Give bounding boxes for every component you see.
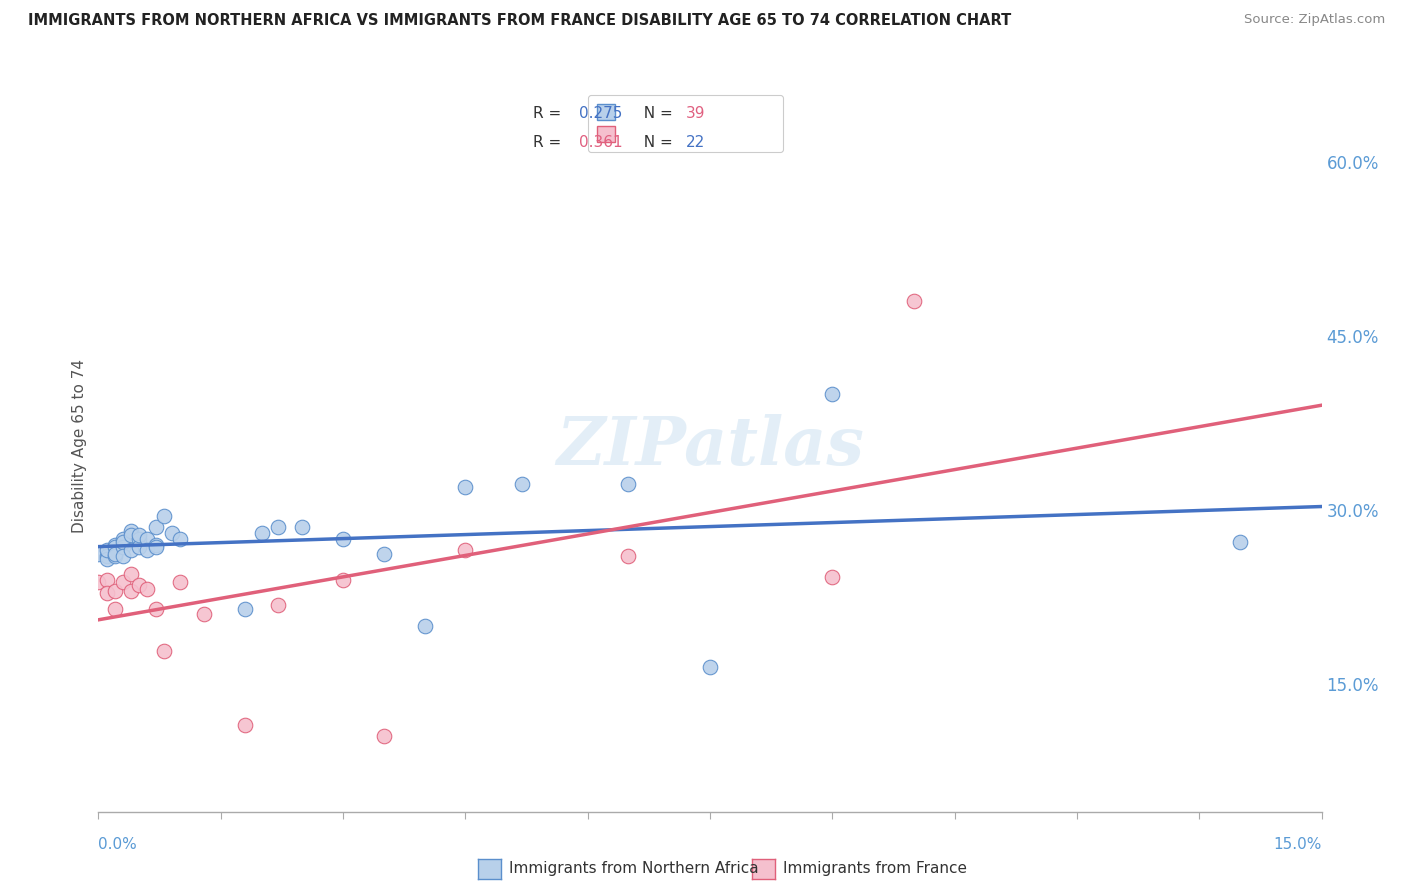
Point [104, 547, 127, 561]
Point [250, 526, 273, 541]
Point [699, 659, 721, 673]
Point [145, 520, 167, 534]
Point [291, 520, 314, 534]
Point [128, 540, 150, 554]
Text: Immigrants from Northern Africa: Immigrants from Northern Africa [509, 862, 759, 876]
Point [332, 573, 354, 587]
Point [104, 584, 127, 599]
Text: 15.0%: 15.0% [1274, 838, 1322, 852]
Point [373, 729, 395, 743]
Point [454, 480, 477, 494]
Legend:                               ,                               : , [588, 95, 783, 152]
Point [96, 549, 118, 564]
Point [128, 532, 150, 546]
Point [96, 586, 118, 600]
Point [128, 578, 150, 592]
Text: 22: 22 [686, 135, 704, 150]
Point [1229, 535, 1251, 549]
Text: R =: R = [533, 105, 565, 120]
Point [111, 549, 134, 564]
Text: 39: 39 [686, 105, 704, 120]
Text: Immigrants from France: Immigrants from France [783, 862, 967, 876]
Point [193, 607, 215, 622]
Point [267, 598, 290, 612]
Point [512, 477, 534, 491]
Point [152, 644, 174, 658]
Point [120, 528, 142, 542]
Point [128, 528, 150, 542]
Text: ZIPatlas: ZIPatlas [557, 414, 863, 478]
Point [111, 535, 134, 549]
Point [111, 574, 134, 589]
Point [87, 574, 110, 589]
Point [136, 543, 159, 558]
Point [903, 293, 925, 308]
Point [104, 601, 127, 615]
Point [111, 532, 134, 546]
Point [120, 584, 142, 599]
Point [233, 717, 256, 731]
Point [104, 549, 127, 564]
Point [145, 538, 167, 552]
Point [145, 601, 167, 615]
Point [233, 601, 256, 615]
Point [169, 532, 191, 546]
Point [617, 477, 640, 491]
Text: Source: ZipAtlas.com: Source: ZipAtlas.com [1244, 13, 1385, 27]
Point [136, 582, 159, 596]
Point [96, 551, 118, 566]
Point [267, 520, 290, 534]
Point [332, 532, 354, 546]
Point [96, 573, 118, 587]
Y-axis label: Disability Age 65 to 74: Disability Age 65 to 74 [72, 359, 87, 533]
Point [821, 386, 844, 401]
Text: N =: N = [634, 105, 678, 120]
Text: 0.275: 0.275 [579, 105, 623, 120]
Point [104, 538, 127, 552]
Point [617, 549, 640, 564]
Text: 0.361: 0.361 [579, 135, 623, 150]
Text: IMMIGRANTS FROM NORTHERN AFRICA VS IMMIGRANTS FROM FRANCE DISABILITY AGE 65 TO 7: IMMIGRANTS FROM NORTHERN AFRICA VS IMMIG… [28, 13, 1011, 29]
Point [104, 540, 127, 554]
Text: N =: N = [634, 135, 678, 150]
Point [136, 532, 159, 546]
Point [96, 543, 118, 558]
Point [413, 619, 436, 633]
Point [169, 574, 191, 589]
Text: 0.0%: 0.0% [98, 838, 138, 852]
Point [111, 540, 134, 554]
Point [120, 566, 142, 581]
Point [454, 543, 477, 558]
Point [152, 508, 174, 523]
Point [821, 570, 844, 584]
Point [87, 547, 110, 561]
Text: R =: R = [533, 135, 565, 150]
Point [120, 524, 142, 538]
Point [160, 526, 183, 541]
Point [373, 547, 395, 561]
Point [145, 540, 167, 554]
Point [120, 543, 142, 558]
